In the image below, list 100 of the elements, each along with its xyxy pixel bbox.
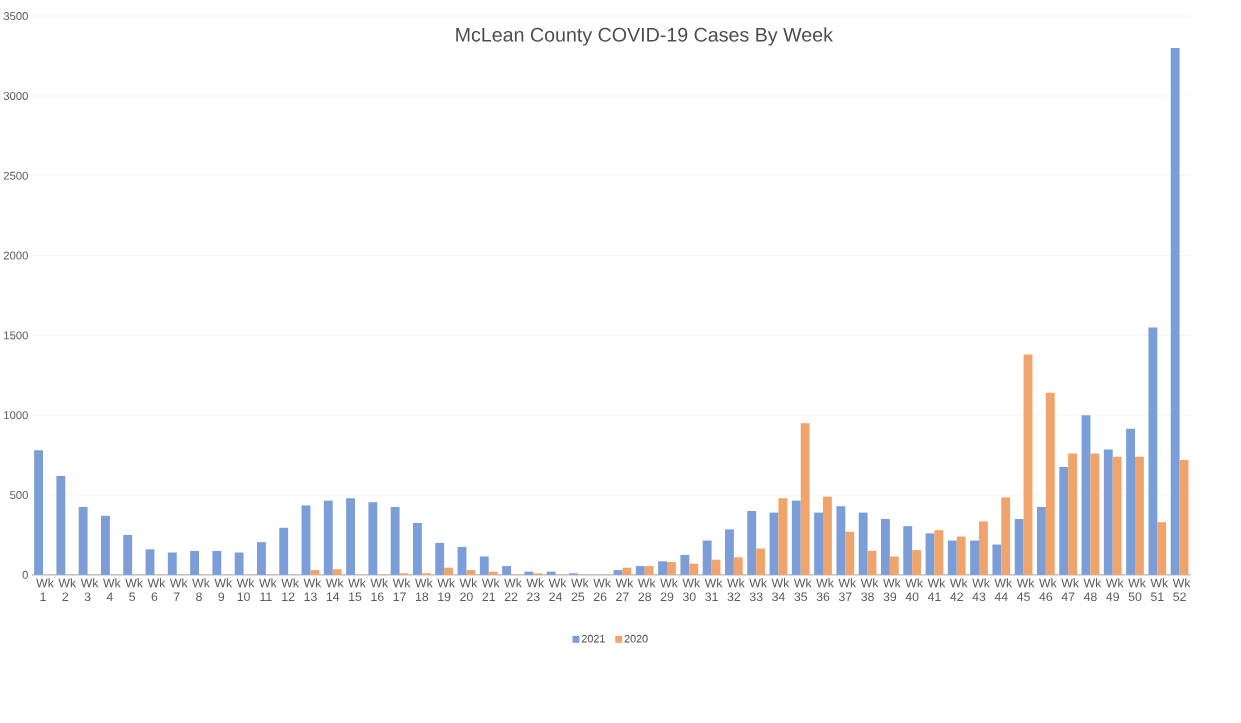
x-tick-label: Wk 8 (192, 578, 210, 601)
bar (78, 506, 88, 575)
y-tick-label: 3000 (3, 91, 28, 100)
bar (413, 522, 422, 575)
bar (390, 506, 400, 575)
bar (1045, 392, 1055, 575)
x-tick-label: Wk 35 (793, 578, 812, 601)
x-tick-label: Wk 31 (704, 578, 723, 601)
x-tick-label: Wk 28 (637, 578, 656, 601)
bar (1081, 415, 1091, 575)
bar (992, 544, 1002, 575)
bar (234, 552, 244, 575)
x-tick-label: Wk 50 (1128, 578, 1146, 601)
bar (680, 554, 690, 575)
bar (725, 529, 734, 575)
x-tick-label: Wk 38 (860, 578, 879, 601)
bar (1090, 453, 1100, 575)
bar (733, 557, 743, 575)
legend-label: 2020 (624, 634, 648, 643)
bar (881, 518, 890, 575)
x-tick-label: Wk 10 (236, 578, 255, 601)
x-tick-label: Wk 46 (1039, 578, 1057, 601)
x-tick-label: Wk 1 (36, 578, 54, 601)
bar (778, 498, 788, 575)
bar (212, 550, 222, 575)
x-tick-label: Wk 51 (1150, 578, 1169, 601)
x-tick-label: Wk 5 (125, 578, 144, 601)
x-tick-label: Wk 24 (548, 578, 567, 601)
bar (435, 542, 445, 575)
x-tick-label: Wk 27 (615, 578, 634, 601)
bar (1170, 47, 1180, 575)
bar (1179, 459, 1189, 575)
bar (1068, 453, 1078, 575)
bar (912, 549, 922, 575)
bar (488, 571, 498, 575)
bar (1014, 518, 1024, 575)
bar (457, 546, 467, 575)
bar (635, 565, 645, 575)
y-tick-label: 1000 (4, 411, 28, 420)
bar (1103, 449, 1113, 575)
bar (702, 540, 712, 575)
bar (613, 569, 623, 575)
bar (800, 423, 810, 575)
x-tick-label: Wk 13 (303, 578, 322, 601)
y-tick-label: 1500 (4, 331, 28, 340)
x-tick-label: Wk 2 (58, 578, 77, 601)
x-tick-label: Wk 16 (370, 578, 389, 601)
legend-label: 2021 (581, 634, 605, 643)
bar (667, 561, 676, 575)
y-tick-label: 2000 (3, 251, 28, 260)
bar (970, 540, 980, 575)
y-tick-label: 3500 (3, 11, 28, 20)
x-tick-label: Wk 29 (660, 578, 678, 601)
bar (301, 505, 311, 575)
x-tick-label: Wk 36 (816, 578, 834, 601)
bar (823, 496, 832, 575)
bar (256, 541, 266, 575)
x-tick-label: Wk 20 (459, 578, 478, 601)
x-tick-label: Wk 19 (437, 578, 456, 601)
bar (56, 475, 66, 575)
bar (100, 515, 110, 575)
bar (956, 536, 966, 575)
x-tick-label: Wk 22 (504, 578, 522, 601)
bar (1148, 327, 1158, 575)
bar (1135, 456, 1144, 575)
bar (903, 526, 913, 575)
x-tick-label: Wk 42 (949, 578, 968, 601)
bar (622, 567, 632, 575)
bar (858, 512, 868, 575)
x-tick-label: Wk 4 (103, 578, 121, 601)
bar (346, 498, 356, 575)
x-tick-label: Wk 25 (571, 578, 589, 601)
x-tick-label: Wk 26 (593, 578, 612, 601)
bar (845, 531, 855, 575)
bar (466, 569, 476, 575)
bar (368, 502, 378, 575)
bar (167, 552, 177, 575)
x-tick-label: Wk 44 (994, 578, 1013, 601)
x-tick-label: Wk 34 (771, 578, 790, 601)
x-tick-label: Wk 7 (169, 578, 188, 601)
bar (1037, 506, 1046, 575)
y-tick-label: 2500 (3, 171, 28, 180)
x-tick-label: Wk 45 (1016, 578, 1035, 601)
bar (145, 549, 155, 575)
x-tick-label: Wk 6 (147, 578, 166, 601)
x-tick-label: Wk 30 (682, 578, 701, 601)
x-tick-label: Wk 21 (481, 578, 500, 601)
bar (889, 556, 899, 575)
bar (190, 550, 200, 575)
x-tick-label: Wk 14 (325, 578, 344, 601)
bar (479, 556, 489, 575)
x-tick-label: Wk 37 (838, 578, 857, 601)
x-tick-label: Wk 17 (392, 578, 411, 601)
bar (546, 571, 556, 575)
y-tick-label: 500 (10, 490, 28, 499)
x-tick-label: Wk 39 (883, 578, 901, 601)
x-tick-label: Wk 47 (1061, 578, 1080, 601)
bar (123, 534, 133, 575)
bar (925, 533, 935, 575)
bar (747, 510, 757, 575)
